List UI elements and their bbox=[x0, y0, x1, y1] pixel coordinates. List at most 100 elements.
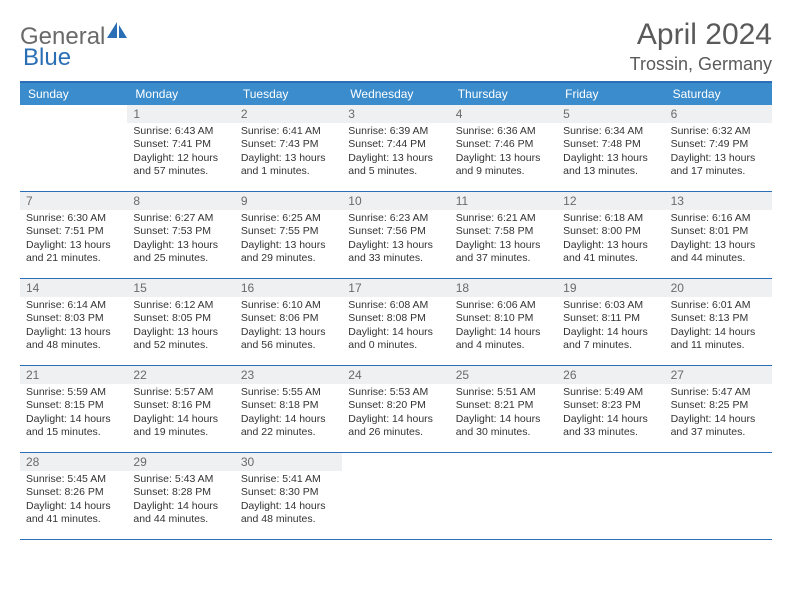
cell-body bbox=[665, 471, 772, 477]
cell-line: and 7 minutes. bbox=[563, 339, 658, 352]
cell-line: Daylight: 13 hours bbox=[26, 326, 121, 339]
calendar-cell: 5Sunrise: 6:34 AMSunset: 7:48 PMDaylight… bbox=[557, 105, 664, 191]
cell-line: and 30 minutes. bbox=[456, 426, 551, 439]
calendar-cell: 6Sunrise: 6:32 AMSunset: 7:49 PMDaylight… bbox=[665, 105, 772, 191]
day-number: 26 bbox=[557, 366, 664, 384]
cell-line: Sunset: 8:25 PM bbox=[671, 399, 766, 412]
cell-line: Sunset: 8:05 PM bbox=[133, 312, 228, 325]
cell-line: and 41 minutes. bbox=[563, 252, 658, 265]
day-number: 19 bbox=[557, 279, 664, 297]
day-number: 25 bbox=[450, 366, 557, 384]
cell-line: Daylight: 13 hours bbox=[133, 326, 228, 339]
day-number: 20 bbox=[665, 279, 772, 297]
cell-line: Sunset: 7:44 PM bbox=[348, 138, 443, 151]
cell-line: Daylight: 13 hours bbox=[348, 152, 443, 165]
cell-line: Daylight: 14 hours bbox=[456, 326, 551, 339]
cell-line: Sunrise: 6:12 AM bbox=[133, 299, 228, 312]
cell-line: Sunrise: 5:59 AM bbox=[26, 386, 121, 399]
dow-tuesday: Tuesday bbox=[235, 83, 342, 105]
cell-line: Sunset: 8:20 PM bbox=[348, 399, 443, 412]
cell-line: and 33 minutes. bbox=[348, 252, 443, 265]
cell-line: Sunrise: 6:03 AM bbox=[563, 299, 658, 312]
cell-line: Sunset: 7:48 PM bbox=[563, 138, 658, 151]
dow-thursday: Thursday bbox=[450, 83, 557, 105]
cell-line: Sunset: 8:13 PM bbox=[671, 312, 766, 325]
cell-body bbox=[342, 471, 449, 477]
day-number: 13 bbox=[665, 192, 772, 210]
cell-body: Sunrise: 5:43 AMSunset: 8:28 PMDaylight:… bbox=[127, 471, 234, 531]
cell-body: Sunrise: 6:08 AMSunset: 8:08 PMDaylight:… bbox=[342, 297, 449, 357]
cell-body: Sunrise: 5:41 AMSunset: 8:30 PMDaylight:… bbox=[235, 471, 342, 531]
cell-body: Sunrise: 5:57 AMSunset: 8:16 PMDaylight:… bbox=[127, 384, 234, 444]
cell-line: and 21 minutes. bbox=[26, 252, 121, 265]
cell-line: Daylight: 13 hours bbox=[456, 152, 551, 165]
cell-line: and 37 minutes. bbox=[671, 426, 766, 439]
calendar-cell: 3Sunrise: 6:39 AMSunset: 7:44 PMDaylight… bbox=[342, 105, 449, 191]
calendar-cell bbox=[665, 453, 772, 539]
calendar-cell: 18Sunrise: 6:06 AMSunset: 8:10 PMDayligh… bbox=[450, 279, 557, 365]
cell-body: Sunrise: 6:14 AMSunset: 8:03 PMDaylight:… bbox=[20, 297, 127, 357]
week-row: 7Sunrise: 6:30 AMSunset: 7:51 PMDaylight… bbox=[20, 192, 772, 279]
cell-line: and 57 minutes. bbox=[133, 165, 228, 178]
cell-line: and 22 minutes. bbox=[241, 426, 336, 439]
cell-body: Sunrise: 6:39 AMSunset: 7:44 PMDaylight:… bbox=[342, 123, 449, 183]
day-number: 1 bbox=[127, 105, 234, 123]
cell-line: and 37 minutes. bbox=[456, 252, 551, 265]
cell-line: Daylight: 13 hours bbox=[26, 239, 121, 252]
cell-line: Sunrise: 6:06 AM bbox=[456, 299, 551, 312]
cell-line: Sunrise: 6:14 AM bbox=[26, 299, 121, 312]
calendar-cell: 1Sunrise: 6:43 AMSunset: 7:41 PMDaylight… bbox=[127, 105, 234, 191]
day-number: 23 bbox=[235, 366, 342, 384]
calendar: SundayMondayTuesdayWednesdayThursdayFrid… bbox=[20, 81, 772, 540]
cell-line: Sunset: 8:26 PM bbox=[26, 486, 121, 499]
cell-body: Sunrise: 6:36 AMSunset: 7:46 PMDaylight:… bbox=[450, 123, 557, 183]
cell-line: and 52 minutes. bbox=[133, 339, 228, 352]
day-number: 14 bbox=[20, 279, 127, 297]
cell-line: Sunset: 8:03 PM bbox=[26, 312, 121, 325]
cell-line: Sunset: 8:21 PM bbox=[456, 399, 551, 412]
cell-line: Daylight: 14 hours bbox=[563, 413, 658, 426]
cell-line: Sunrise: 6:39 AM bbox=[348, 125, 443, 138]
cell-line: Sunset: 8:06 PM bbox=[241, 312, 336, 325]
cell-line: and 25 minutes. bbox=[133, 252, 228, 265]
cell-line: Daylight: 13 hours bbox=[241, 152, 336, 165]
day-number: 5 bbox=[557, 105, 664, 123]
logo-word-2: Blue bbox=[23, 44, 71, 71]
cell-line: Sunrise: 6:21 AM bbox=[456, 212, 551, 225]
day-number bbox=[665, 453, 772, 471]
calendar-cell bbox=[450, 453, 557, 539]
cell-line: Daylight: 14 hours bbox=[671, 326, 766, 339]
cell-line: Daylight: 14 hours bbox=[348, 413, 443, 426]
calendar-cell: 4Sunrise: 6:36 AMSunset: 7:46 PMDaylight… bbox=[450, 105, 557, 191]
cell-line: Sunset: 7:58 PM bbox=[456, 225, 551, 238]
cell-line: Sunrise: 6:43 AM bbox=[133, 125, 228, 138]
cell-line: and 56 minutes. bbox=[241, 339, 336, 352]
cell-line: Sunrise: 6:36 AM bbox=[456, 125, 551, 138]
cell-line: and 0 minutes. bbox=[348, 339, 443, 352]
cell-line: Daylight: 13 hours bbox=[563, 239, 658, 252]
cell-line: Sunset: 8:30 PM bbox=[241, 486, 336, 499]
cell-body: Sunrise: 6:06 AMSunset: 8:10 PMDaylight:… bbox=[450, 297, 557, 357]
cell-line: and 44 minutes. bbox=[671, 252, 766, 265]
calendar-cell: 14Sunrise: 6:14 AMSunset: 8:03 PMDayligh… bbox=[20, 279, 127, 365]
cell-body: Sunrise: 6:18 AMSunset: 8:00 PMDaylight:… bbox=[557, 210, 664, 270]
dow-saturday: Saturday bbox=[665, 83, 772, 105]
dow-wednesday: Wednesday bbox=[342, 83, 449, 105]
cell-line: and 26 minutes. bbox=[348, 426, 443, 439]
day-number: 4 bbox=[450, 105, 557, 123]
day-number: 22 bbox=[127, 366, 234, 384]
calendar-cell: 23Sunrise: 5:55 AMSunset: 8:18 PMDayligh… bbox=[235, 366, 342, 452]
cell-line: Sunrise: 6:18 AM bbox=[563, 212, 658, 225]
cell-line: Daylight: 14 hours bbox=[26, 500, 121, 513]
cell-line: and 11 minutes. bbox=[671, 339, 766, 352]
cell-line: Sunset: 8:00 PM bbox=[563, 225, 658, 238]
cell-line: Daylight: 13 hours bbox=[563, 152, 658, 165]
cell-line: Sunset: 7:55 PM bbox=[241, 225, 336, 238]
cell-line: and 41 minutes. bbox=[26, 513, 121, 526]
cell-line: Sunset: 8:08 PM bbox=[348, 312, 443, 325]
cell-body bbox=[450, 471, 557, 477]
cell-body: Sunrise: 5:51 AMSunset: 8:21 PMDaylight:… bbox=[450, 384, 557, 444]
calendar-cell: 20Sunrise: 6:01 AMSunset: 8:13 PMDayligh… bbox=[665, 279, 772, 365]
header: General April 2024 Trossin, Germany bbox=[20, 18, 772, 75]
cell-line: Daylight: 13 hours bbox=[241, 326, 336, 339]
